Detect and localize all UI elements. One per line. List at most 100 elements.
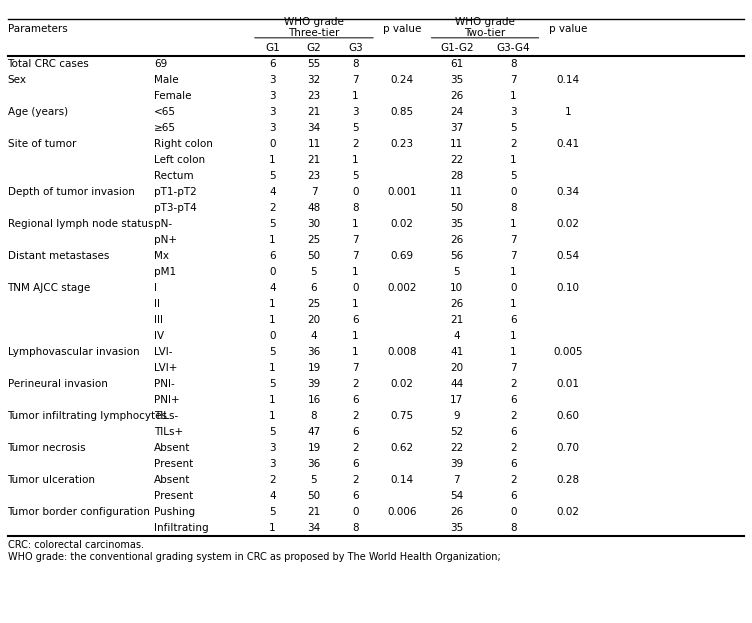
Text: 36: 36	[308, 346, 320, 356]
Text: 0.41: 0.41	[556, 138, 579, 148]
Text: 0: 0	[352, 186, 359, 197]
Text: 2: 2	[352, 475, 359, 485]
Text: 7: 7	[510, 250, 517, 260]
Text: 1: 1	[352, 298, 359, 308]
Text: Tumor necrosis: Tumor necrosis	[8, 443, 86, 453]
Text: <65: <65	[154, 107, 176, 117]
Text: 44: 44	[450, 379, 463, 389]
Text: 11: 11	[450, 186, 463, 197]
Text: 26: 26	[450, 235, 463, 245]
Text: 0.14: 0.14	[391, 475, 414, 485]
Text: 0.006: 0.006	[387, 506, 417, 516]
Text: 26: 26	[450, 298, 463, 308]
Text: Absent: Absent	[154, 443, 190, 453]
Text: 20: 20	[450, 363, 463, 373]
Text: 0: 0	[510, 506, 517, 516]
Text: 7: 7	[510, 235, 517, 245]
Text: 2: 2	[269, 202, 276, 212]
Text: 3: 3	[269, 123, 276, 133]
Text: 32: 32	[308, 75, 320, 85]
Text: 5: 5	[269, 506, 276, 516]
Text: 7: 7	[453, 475, 460, 485]
Text: 5: 5	[352, 171, 359, 181]
Text: 19: 19	[308, 363, 320, 373]
Text: 16: 16	[308, 395, 320, 405]
Text: G3: G3	[348, 42, 362, 52]
Text: 7: 7	[510, 75, 517, 85]
Text: ≥65: ≥65	[154, 123, 176, 133]
Text: 21: 21	[308, 155, 320, 164]
Text: 1: 1	[510, 331, 517, 341]
Text: 55: 55	[308, 59, 320, 69]
Text: 1: 1	[269, 315, 276, 325]
Text: 6: 6	[352, 395, 359, 405]
Text: 0: 0	[510, 186, 517, 197]
Text: 8: 8	[352, 523, 359, 533]
Text: 2: 2	[269, 475, 276, 485]
Text: 11: 11	[308, 138, 320, 148]
Text: PNI+: PNI+	[154, 395, 180, 405]
Text: 1: 1	[269, 411, 276, 421]
Text: 3: 3	[269, 459, 276, 468]
Text: 5: 5	[510, 123, 517, 133]
Text: Depth of tumor invasion: Depth of tumor invasion	[8, 186, 135, 197]
Text: 6: 6	[510, 395, 517, 405]
Text: 1: 1	[269, 395, 276, 405]
Text: 0: 0	[352, 283, 359, 293]
Text: 2: 2	[510, 475, 517, 485]
Text: Infiltrating: Infiltrating	[154, 523, 209, 533]
Text: 3: 3	[352, 107, 359, 117]
Text: 7: 7	[510, 363, 517, 373]
Text: 35: 35	[450, 219, 463, 229]
Text: 4: 4	[311, 331, 317, 341]
Text: 2: 2	[352, 443, 359, 453]
Text: 1: 1	[352, 90, 359, 100]
Text: 2: 2	[510, 411, 517, 421]
Text: 1: 1	[269, 235, 276, 245]
Text: 23: 23	[308, 171, 320, 181]
Text: 30: 30	[308, 219, 320, 229]
Text: 2: 2	[352, 138, 359, 148]
Text: 6: 6	[510, 459, 517, 468]
Text: 2: 2	[510, 443, 517, 453]
Text: 17: 17	[450, 395, 463, 405]
Text: pM1: pM1	[154, 267, 176, 277]
Text: 0.34: 0.34	[556, 186, 579, 197]
Text: 20: 20	[308, 315, 320, 325]
Text: 37: 37	[450, 123, 463, 133]
Text: G2: G2	[307, 42, 321, 52]
Text: 3: 3	[510, 107, 517, 117]
Text: Tumor ulceration: Tumor ulceration	[8, 475, 96, 485]
Text: Total CRC cases: Total CRC cases	[8, 59, 89, 69]
Text: 2: 2	[352, 379, 359, 389]
Text: 0.10: 0.10	[556, 283, 579, 293]
Text: Female: Female	[154, 90, 192, 100]
Text: 0.001: 0.001	[387, 186, 417, 197]
Text: 50: 50	[308, 250, 320, 260]
Text: 8: 8	[510, 202, 517, 212]
Text: G1: G1	[265, 42, 280, 52]
Text: 0.23: 0.23	[391, 138, 414, 148]
Text: 0.54: 0.54	[556, 250, 579, 260]
Text: 0.005: 0.005	[553, 346, 583, 356]
Text: 0.60: 0.60	[556, 411, 579, 421]
Text: 26: 26	[450, 506, 463, 516]
Text: 22: 22	[450, 443, 463, 453]
Text: 0: 0	[269, 267, 276, 277]
Text: 6: 6	[269, 250, 276, 260]
Text: 8: 8	[510, 523, 517, 533]
Text: Rectum: Rectum	[154, 171, 194, 181]
Text: 26: 26	[450, 90, 463, 100]
Text: Tumor infiltrating lymphocytes: Tumor infiltrating lymphocytes	[8, 411, 168, 421]
Text: 0.002: 0.002	[387, 283, 417, 293]
Text: 0.69: 0.69	[391, 250, 414, 260]
Text: 7: 7	[352, 250, 359, 260]
Text: 3: 3	[269, 443, 276, 453]
Text: II: II	[154, 298, 160, 308]
Text: 54: 54	[450, 491, 463, 501]
Text: 11: 11	[450, 138, 463, 148]
Text: Sex: Sex	[8, 75, 26, 85]
Text: 1: 1	[352, 155, 359, 164]
Text: 50: 50	[308, 491, 320, 501]
Text: 1: 1	[510, 219, 517, 229]
